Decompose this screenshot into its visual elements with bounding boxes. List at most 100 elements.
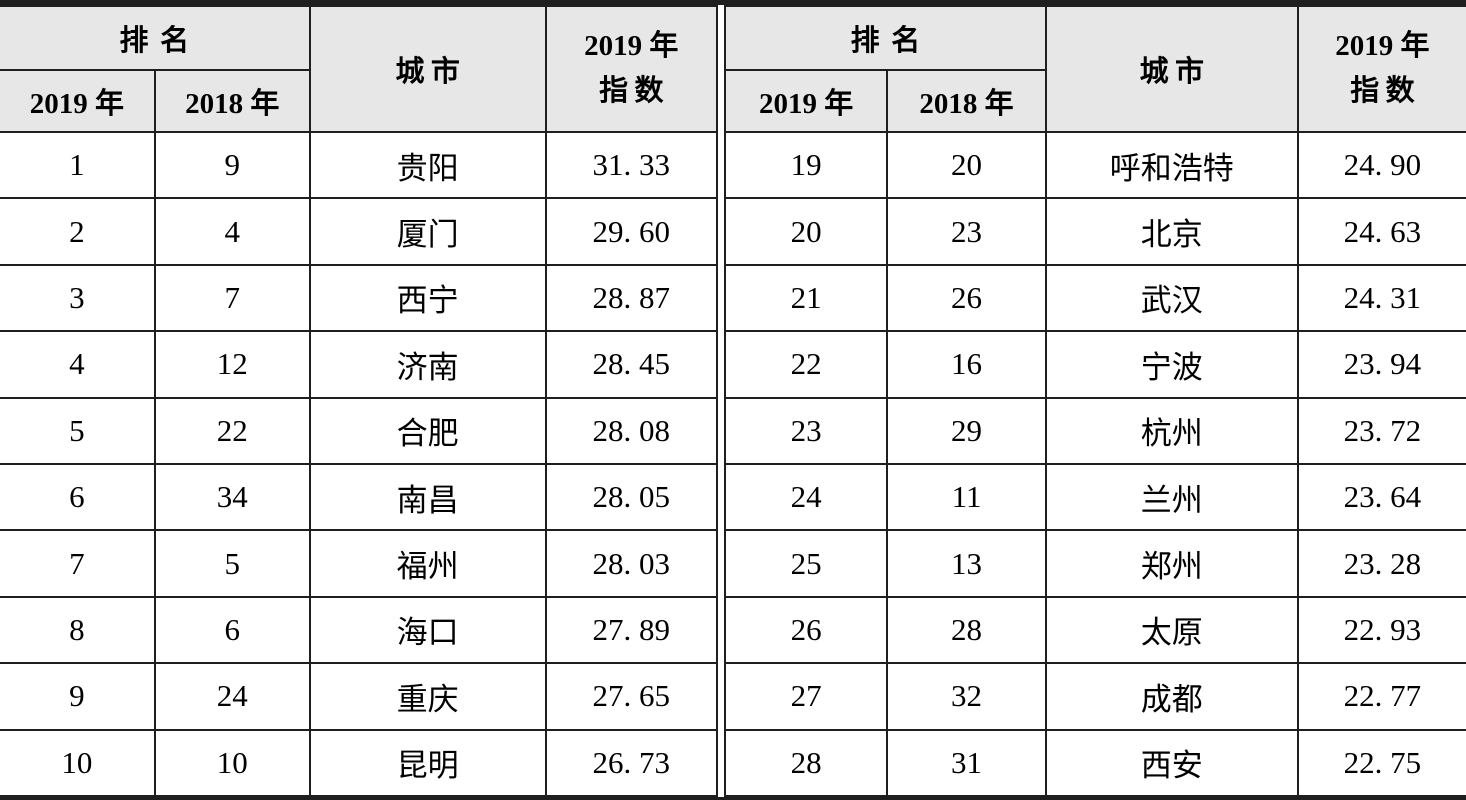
header-city: 城市	[308, 5, 547, 133]
cell-index-2019: 23. 28	[1296, 529, 1466, 598]
table-row: 25 13 郑州 23. 28	[723, 529, 1466, 598]
cell-rank-2019: 6	[0, 462, 156, 532]
cell-rank-2019: 26	[723, 595, 889, 665]
cell-city: 西宁	[308, 263, 547, 333]
cell-rank-2018: 10	[153, 728, 311, 798]
cell-rank-2018: 5	[153, 529, 311, 598]
table-header-left: 排名 城市 2019 年 指数 2019 年 2018 年	[0, 5, 719, 133]
table-row: 4 12 济南 28. 45	[0, 330, 719, 399]
header-index-2019: 2019 年 指数	[1296, 5, 1466, 133]
ranking-table-right: 排名 城市 2019 年 指数 2019 年 2018 年 19 20 呼和浩特 24…	[723, 5, 1466, 798]
cell-city: 昆明	[308, 728, 547, 798]
cell-index-2019: 22. 93	[1296, 595, 1466, 665]
cell-index-2019: 22. 77	[1296, 662, 1466, 731]
header-rank-2018: 2018 年	[886, 69, 1046, 133]
cell-index-2019: 22. 75	[1296, 728, 1466, 798]
cell-city: 成都	[1044, 662, 1299, 731]
table-row: 5 22 合肥 28. 08	[0, 396, 719, 465]
cell-city: 合肥	[308, 396, 547, 465]
cell-rank-2019: 5	[0, 396, 156, 465]
cell-index-2019: 31. 33	[544, 130, 719, 200]
cell-rank-2019: 7	[0, 529, 156, 598]
cell-rank-2018: 6	[153, 595, 311, 665]
cell-rank-2018: 20	[886, 130, 1047, 200]
cell-city: 重庆	[308, 662, 547, 731]
header-index-line2: 指数	[1350, 75, 1421, 107]
header-index-line1: 2019 年	[1335, 30, 1430, 63]
cell-index-2019: 27. 89	[544, 595, 719, 665]
table-row: 8 6 海口 27. 89	[0, 595, 719, 665]
cell-index-2019: 23. 72	[1296, 396, 1466, 465]
cell-index-2019: 29. 60	[544, 197, 719, 266]
cell-rank-2018: 23	[886, 197, 1047, 266]
table-row: 28 31 西安 22. 75	[723, 728, 1466, 798]
cell-city: 海口	[308, 595, 547, 665]
table-row: 27 32 成都 22. 77	[723, 662, 1466, 731]
cell-index-2019: 23. 64	[1296, 462, 1466, 532]
header-index-2019: 2019 年 指数	[544, 5, 719, 133]
cell-rank-2019: 25	[723, 529, 889, 598]
table-row: 20 23 北京 24. 63	[723, 197, 1466, 266]
cell-index-2019: 28. 08	[544, 396, 719, 465]
cell-city: 厦门	[308, 197, 547, 266]
cell-rank-2018: 13	[886, 529, 1047, 598]
cell-rank-2018: 31	[886, 728, 1047, 798]
header-index-line1: 2019 年	[584, 30, 679, 63]
header-rank-2019: 2019 年	[723, 69, 889, 133]
cell-rank-2018: 26	[886, 263, 1047, 333]
table-row: 3 7 西宁 28. 87	[0, 263, 719, 333]
cell-city: 呼和浩特	[1044, 130, 1299, 200]
cell-rank-2018: 28	[886, 595, 1047, 665]
cell-city: 太原	[1044, 595, 1299, 665]
cell-rank-2018: 12	[153, 330, 311, 399]
cell-index-2019: 24. 90	[1296, 130, 1466, 200]
table-row: 19 20 呼和浩特 24. 90	[723, 130, 1466, 200]
header-index-line2: 指数	[599, 75, 670, 107]
cell-rank-2019: 2	[0, 197, 156, 266]
cell-rank-2018: 34	[153, 462, 311, 532]
cell-city: 贵阳	[308, 130, 547, 200]
cell-rank-2018: 16	[886, 330, 1047, 399]
cell-index-2019: 24. 63	[1296, 197, 1466, 266]
cell-city: 南昌	[308, 462, 547, 532]
cell-rank-2018: 32	[886, 662, 1047, 731]
cell-rank-2018: 9	[153, 130, 311, 200]
cell-index-2019: 28. 03	[544, 529, 719, 598]
cell-rank-2019: 22	[723, 330, 889, 399]
cell-index-2019: 23. 94	[1296, 330, 1466, 399]
cell-city: 郑州	[1044, 529, 1299, 598]
table-row: 6 34 南昌 28. 05	[0, 462, 719, 532]
cell-rank-2019: 1	[0, 130, 156, 200]
cell-index-2019: 28. 87	[544, 263, 719, 333]
cell-city: 宁波	[1044, 330, 1299, 399]
table-row: 1 9 贵阳 31. 33	[0, 130, 719, 200]
table-row: 21 26 武汉 24. 31	[723, 263, 1466, 333]
table-row: 23 29 杭州 23. 72	[723, 396, 1466, 465]
cell-city: 杭州	[1044, 396, 1299, 465]
cell-rank-2019: 4	[0, 330, 156, 399]
header-rank-2019: 2019 年	[0, 69, 156, 133]
cell-city: 武汉	[1044, 263, 1299, 333]
cell-rank-2018: 4	[153, 197, 311, 266]
table-row: 2 4 厦门 29. 60	[0, 197, 719, 266]
cell-rank-2019: 3	[0, 263, 156, 333]
cell-rank-2018: 22	[153, 396, 311, 465]
table-header-right: 排名 城市 2019 年 指数 2019 年 2018 年	[723, 5, 1466, 133]
table-row: 22 16 宁波 23. 94	[723, 330, 1466, 399]
cell-rank-2018: 29	[886, 396, 1047, 465]
cell-city: 北京	[1044, 197, 1299, 266]
header-rank-group: 排名	[724, 5, 1047, 71]
cell-rank-2019: 9	[0, 662, 156, 731]
cell-index-2019: 28. 05	[544, 462, 719, 532]
cell-rank-2019: 27	[723, 662, 889, 731]
table-row: 10 10 昆明 26. 73	[0, 728, 719, 798]
cell-rank-2019: 10	[0, 728, 156, 798]
cell-rank-2019: 23	[723, 396, 889, 465]
table-body-right: 19 20 呼和浩特 24. 90 20 23 北京 24. 63 21 26 武汉 24. 31 22…	[723, 130, 1466, 798]
cell-rank-2019: 19	[723, 130, 889, 200]
header-rank-2018: 2018 年	[153, 69, 311, 133]
header-city: 城市	[1044, 5, 1299, 133]
cell-rank-2018: 11	[886, 462, 1047, 532]
table-row: 7 5 福州 28. 03	[0, 529, 719, 598]
cell-rank-2019: 28	[723, 728, 889, 798]
